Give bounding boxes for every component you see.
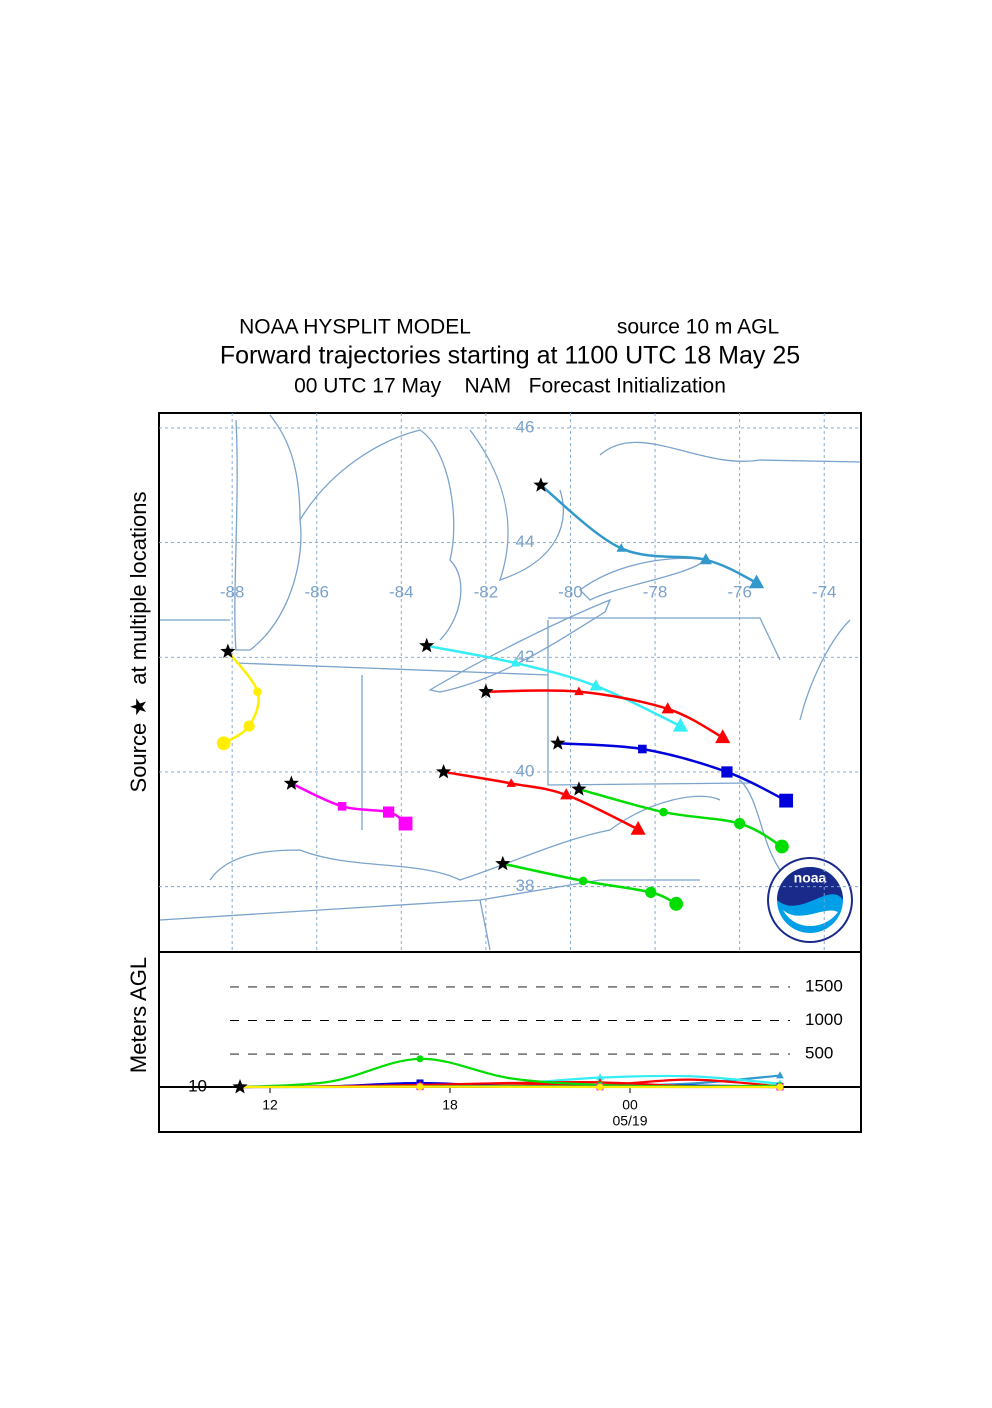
lat-label: 40: [516, 761, 535, 780]
trajectory-marker: [734, 818, 745, 829]
lon-label: -84: [389, 582, 414, 601]
trajectory-marker: [659, 808, 668, 817]
subtitle: Forward trajectories starting at 1100 UT…: [220, 342, 800, 370]
date-label: 05/19: [612, 1113, 647, 1129]
trajectory-marker: [721, 766, 732, 777]
lon-label: -86: [304, 582, 329, 601]
height-tick-label: 1500: [805, 976, 843, 995]
noaa-logo: noaa: [768, 858, 852, 942]
lat-label: 38: [516, 876, 535, 895]
trajectory-marker: [417, 1055, 424, 1062]
map-y-label: Source ★ at multiple locations: [126, 492, 151, 793]
trajectory-line: [444, 772, 639, 829]
time-tick-label: 18: [442, 1097, 458, 1113]
trajectory-marker: [399, 817, 413, 831]
time-tick-label: 12: [262, 1097, 278, 1113]
lon-label: -74: [812, 582, 837, 601]
source-star: [419, 638, 434, 653]
trajectory-marker: [217, 736, 231, 750]
lon-label: -88: [220, 582, 245, 601]
subtitle-2: 00 UTC 17 May NAM Forecast Initializatio…: [294, 375, 726, 398]
height-tick-label: 1000: [805, 1010, 843, 1029]
trajectory-marker: [669, 897, 683, 911]
trajectory-line: [541, 485, 757, 582]
source-star: [220, 644, 235, 659]
height-source-star: [232, 1079, 247, 1094]
lon-label: -82: [474, 582, 499, 601]
logo-text: noaa: [794, 870, 827, 886]
lon-label: -76: [727, 582, 752, 601]
coastlines: [160, 415, 861, 950]
map-frame: [159, 413, 861, 952]
height-y-label: Meters AGL: [126, 957, 151, 1073]
source-star: [550, 735, 565, 750]
trajectory-marker: [338, 802, 347, 811]
trajectory-marker: [243, 720, 254, 731]
time-tick-label: 00: [622, 1097, 638, 1113]
trajectory-marker: [417, 1083, 424, 1090]
lat-label: 46: [516, 417, 535, 436]
trajectory-marker: [638, 745, 647, 754]
trajectory-marker: [253, 687, 262, 696]
title-left: NOAA HYSPLIT MODEL: [239, 316, 471, 339]
title-right: source 10 m AGL: [617, 316, 779, 339]
lon-label: -78: [643, 582, 668, 601]
trajectory-marker: [597, 1084, 604, 1091]
source-star: [436, 764, 451, 778]
lon-label: -80: [558, 582, 583, 601]
trajectory-marker: [779, 794, 793, 808]
trajectory-marker: [715, 729, 730, 743]
source-star: [571, 781, 586, 795]
trajectory-marker: [777, 1084, 784, 1091]
trajectory-marker: [383, 806, 394, 817]
trajectory-marker: [645, 887, 656, 898]
height-tick-label: 500: [805, 1044, 833, 1063]
source-star: [284, 775, 299, 790]
source-star: [495, 856, 510, 871]
trajectory-marker: [775, 840, 789, 854]
height-tick-label: 10: [188, 1076, 207, 1095]
trajectory-marker: [579, 877, 588, 886]
lat-label: 44: [516, 532, 535, 551]
